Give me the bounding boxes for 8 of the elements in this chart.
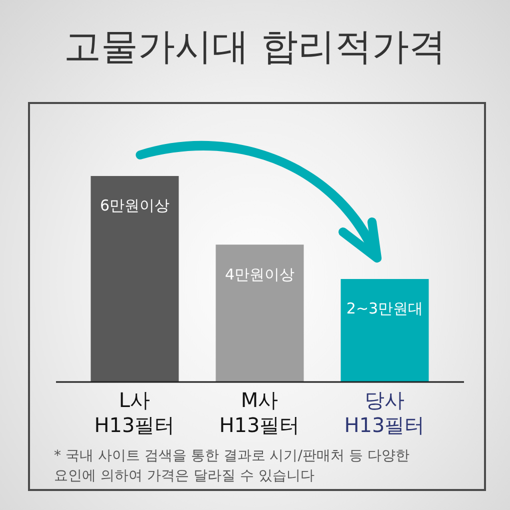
x-tick-label: 당사 H13필터 [344, 388, 425, 437]
x-tick-label: M사 H13필터 [219, 388, 300, 437]
data-label: 6만원이상 [100, 196, 170, 215]
data-label: 2~3만원대 [346, 300, 424, 318]
data-label: 4만원이상 [224, 265, 295, 284]
x-tick-label: L사 H13필터 [94, 388, 175, 437]
chart-title: 고물가시대 합리적가격 [63, 24, 447, 70]
text: * 국내 사이트 검색을 통한 결과로 시기/판매처 등 다양한 요인에 의하여 가격은 달라질 수 있습니다 [54, 447, 410, 486]
